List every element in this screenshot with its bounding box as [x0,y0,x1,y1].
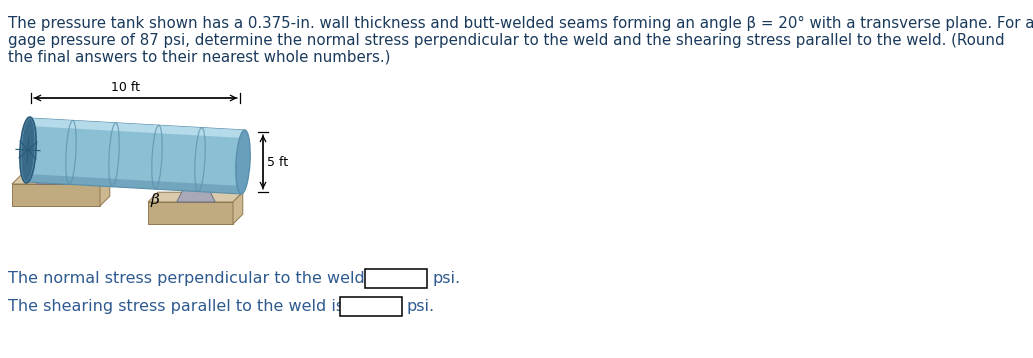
Polygon shape [100,174,109,206]
Text: 5 ft: 5 ft [267,155,288,169]
Text: gage pressure of 87 psi, determine the normal stress perpendicular to the weld a: gage pressure of 87 psi, determine the n… [8,33,1005,48]
Polygon shape [12,184,100,206]
Text: The normal stress perpendicular to the weld is: The normal stress perpendicular to the w… [8,271,382,285]
Polygon shape [26,118,245,194]
Polygon shape [148,202,233,224]
Polygon shape [148,192,243,202]
Text: β: β [151,193,159,207]
Text: psi.: psi. [432,271,460,285]
Bar [365,268,427,287]
Polygon shape [233,192,243,224]
Text: psi.: psi. [407,299,435,314]
Ellipse shape [21,118,35,182]
Text: 10 ft: 10 ft [111,81,140,94]
Bar [340,296,402,315]
Polygon shape [29,118,245,138]
Text: The shearing stress parallel to the weld is: The shearing stress parallel to the weld… [8,299,344,314]
Polygon shape [12,174,109,184]
Ellipse shape [236,130,250,194]
Text: the final answers to their nearest whole numbers.): the final answers to their nearest whole… [8,50,390,65]
Polygon shape [26,174,242,194]
Polygon shape [37,166,75,184]
Text: The pressure tank shown has a 0.375-in. wall thickness and butt-welded seams for: The pressure tank shown has a 0.375-in. … [8,16,1033,31]
Polygon shape [177,184,215,202]
